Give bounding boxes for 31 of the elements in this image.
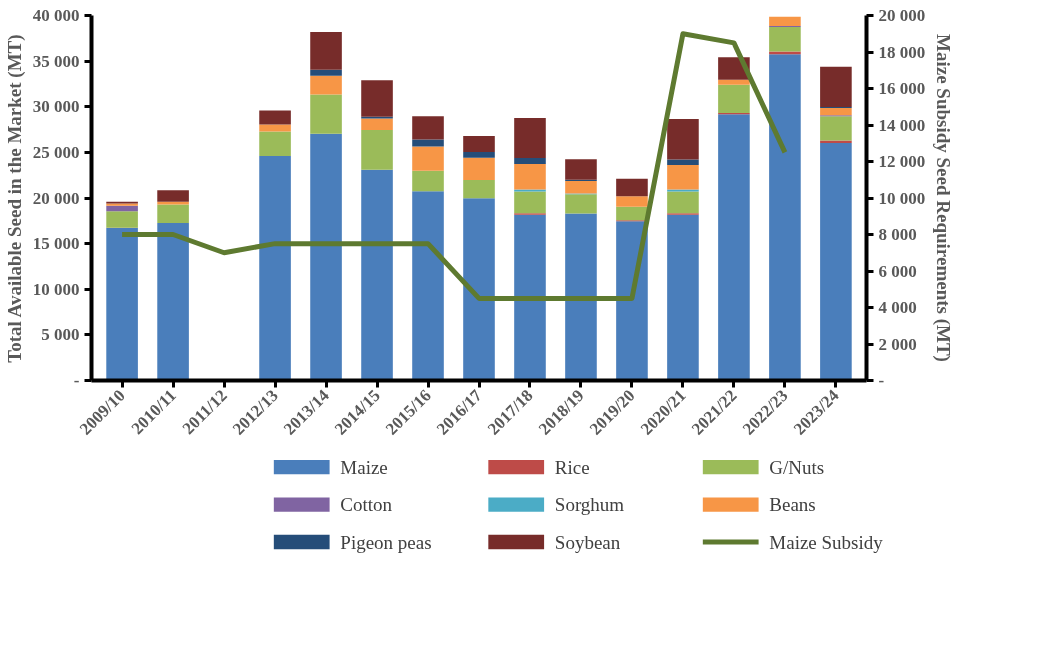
legend-label: Maize Subsidy [769,531,884,553]
y2-tick-label: 10 000 [878,188,926,208]
y-tick-label: 20 000 [32,188,80,208]
legend-label: Soybean [554,531,621,553]
y2-tick-label: 16 000 [878,79,926,98]
y-tick-label: 25 000 [32,142,80,162]
y2-tick-label: 18 000 [878,42,926,62]
legend-label: Pigeon peas [340,531,432,553]
legend-label: G/Nuts [769,456,825,478]
y2-tick-label: 4 000 [878,298,917,317]
y-tick-label: 10 000 [32,279,80,299]
legend-label: Sorghum [554,494,625,516]
y2-tick-label: 20 000 [878,6,926,25]
legend-label: Cotton [340,494,393,516]
y2-tick-label: 14 000 [878,115,926,135]
y2-tick-label: 6 000 [878,261,917,281]
y2-tick-label: 12 000 [878,152,926,171]
y-tick-label: 15 000 [32,234,80,254]
y-tick-label: 5 000 [41,325,80,345]
y2-axis-title: Maize Subsidy Seed Requirements (MT) [932,34,955,362]
legend-label: Maize [340,456,388,478]
y2-tick-label: 2 000 [878,334,917,354]
y2-tick-label: - [878,371,885,390]
y2-tick-label: 8 000 [878,225,917,244]
legend-label: Rice [554,456,590,478]
legend-label: Beans [769,494,816,516]
y-tick-label: 40 000 [32,6,80,25]
y-tick-label: - [73,371,80,390]
y-axis-title: Total Available Seed in the Market (MT) [3,34,26,363]
y-tick-label: 30 000 [32,97,80,117]
y-tick-label: 35 000 [32,51,80,71]
